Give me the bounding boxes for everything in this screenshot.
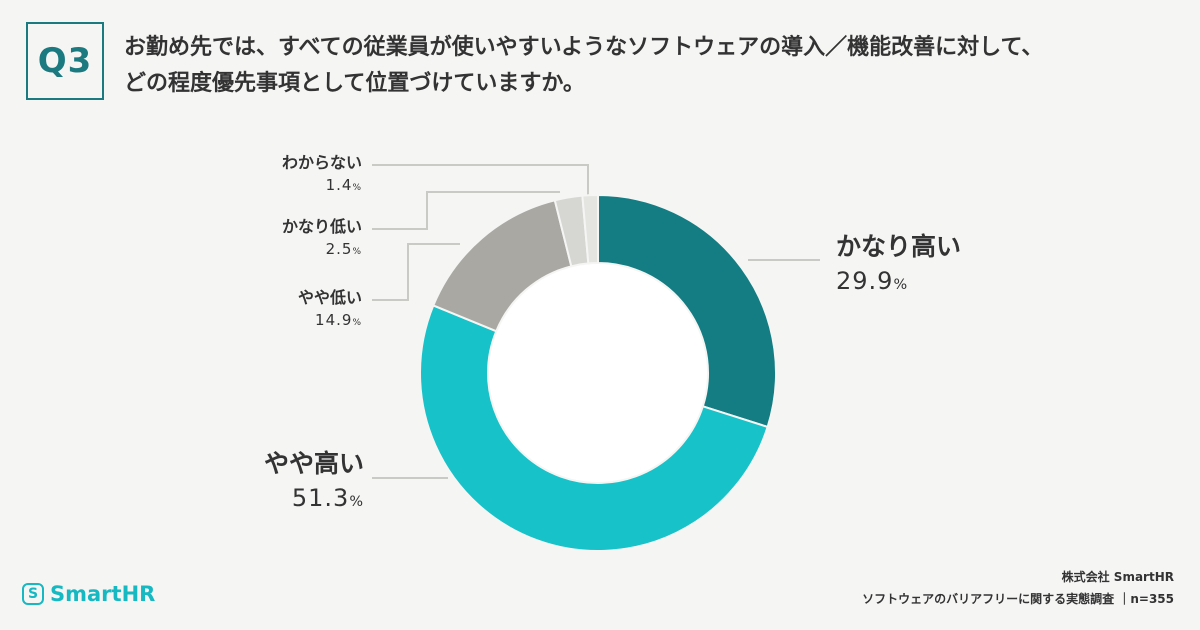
leader-lines xyxy=(372,164,820,479)
label-very-low-value: 2.5% xyxy=(325,240,362,258)
smarthr-logo: S SmartHR xyxy=(22,582,155,606)
footer-company: 株式会社 SmartHR xyxy=(1061,570,1174,584)
slice-very-high xyxy=(597,193,777,429)
label-somewhat-high-name: やや高い xyxy=(263,449,364,478)
label-somewhat-low: やや低い 14.9% xyxy=(250,287,362,334)
donut-hole xyxy=(489,264,707,482)
label-somewhat-high: やや高い 51.3% xyxy=(200,447,364,519)
label-very-low-name: かなり低い xyxy=(281,217,362,236)
question-text: お勤め先では、すべての従業員が使いやすいようなソフトウェアの導入／機能改善に対し… xyxy=(124,30,1184,102)
label-very-high: かなり高い 29.9% xyxy=(836,230,1036,302)
label-very-high-value: 29.9% xyxy=(836,267,909,295)
label-somewhat-low-value: 14.9% xyxy=(315,311,362,329)
label-very-low: かなり低い 2.5% xyxy=(250,216,362,263)
slice-unknown xyxy=(581,193,599,265)
leader-line-unknown xyxy=(372,164,589,195)
footer-credit: 株式会社 SmartHR ソフトウェアのバリアフリーに関する実態調査 ｜n=35… xyxy=(862,566,1174,610)
logo-text: SmartHR xyxy=(50,582,156,606)
logo-mark-icon: S xyxy=(22,583,44,605)
question-number: Q3 xyxy=(37,41,93,81)
question-line-1: お勤め先では、すべての従業員が使いやすいようなソフトウェアの導入／機能改善に対し… xyxy=(124,35,1044,60)
question-line-2: どの程度優先事項として位置づけていますか。 xyxy=(124,71,585,96)
label-unknown-value: 1.4% xyxy=(325,176,362,194)
label-somewhat-low-name: やや低い xyxy=(297,288,362,307)
leader-line-very-low xyxy=(372,191,560,230)
label-very-high-name: かなり高い xyxy=(836,232,962,261)
label-unknown-name: わからない xyxy=(281,153,362,172)
label-unknown: わからない 1.4% xyxy=(250,152,362,199)
question-number-badge: Q3 xyxy=(26,22,104,100)
footer-survey: ソフトウェアのバリアフリーに関する実態調査 ｜n=355 xyxy=(862,592,1174,606)
label-somewhat-high-value: 51.3% xyxy=(291,484,364,512)
leader-line-somewhat-low xyxy=(372,243,460,301)
slice-somewhat-high xyxy=(419,304,769,552)
